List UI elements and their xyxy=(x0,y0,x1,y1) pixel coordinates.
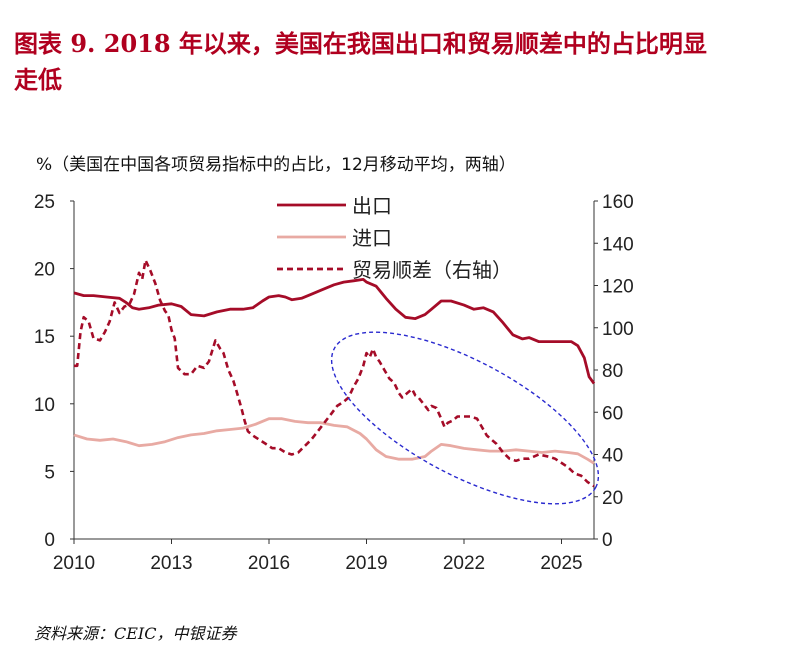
x-tick-label: 2016 xyxy=(248,553,290,574)
x-tick-label: 2010 xyxy=(53,553,95,574)
chart-subtitle: %（美国在中国各项贸易指标中的占比，12月移动平均，两轴） xyxy=(36,155,516,175)
highlight-ellipse xyxy=(330,331,600,505)
series-line-3 xyxy=(74,258,595,488)
right-tick-label: 140 xyxy=(602,234,634,255)
right-tick-label: 20 xyxy=(602,488,623,509)
right-tick-label: 120 xyxy=(602,277,634,298)
left-tick-label: 15 xyxy=(34,327,55,348)
series-group xyxy=(73,258,596,488)
series-line-1 xyxy=(73,278,596,385)
left-tick-label: 5 xyxy=(44,462,55,483)
chart-title: 图表 9. 2018 年以来，美国在我国出口和贸易顺差中的占比明显走低 xyxy=(14,29,707,94)
left-tick-label: 0 xyxy=(44,530,55,551)
series-line-2 xyxy=(73,417,595,465)
legend-label: 进口 xyxy=(352,227,392,250)
x-tick-label: 2025 xyxy=(540,553,582,574)
right-tick-label: 80 xyxy=(602,361,623,382)
legend-label: 出口 xyxy=(352,195,392,218)
right-tick-label: 0 xyxy=(602,530,613,551)
right-tick-label: 160 xyxy=(602,192,634,213)
x-tick-label: 2022 xyxy=(443,553,485,574)
right-tick-label: 40 xyxy=(602,446,623,467)
x-tick-label: 2019 xyxy=(345,553,387,574)
right-tick-label: 100 xyxy=(602,319,634,340)
left-tick-label: 25 xyxy=(34,192,55,213)
left-tick-label: 20 xyxy=(34,260,55,281)
legend-label: 贸易顺差（右轴） xyxy=(352,259,512,282)
x-tick-label: 2013 xyxy=(150,553,192,574)
right-tick-label: 60 xyxy=(602,403,623,424)
left-tick-label: 10 xyxy=(34,395,55,416)
source-note: 资料来源：CEIC，中银证券 xyxy=(34,624,237,643)
